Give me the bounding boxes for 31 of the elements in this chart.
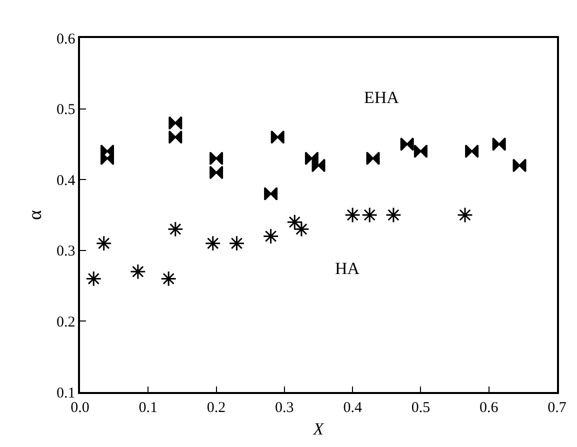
point <box>386 207 402 223</box>
point <box>362 207 378 223</box>
x-tick-label: 0.3 <box>275 400 294 416</box>
x-tick-label: 0.4 <box>343 400 362 416</box>
point <box>262 228 279 244</box>
point <box>167 221 184 238</box>
point <box>344 207 361 223</box>
point <box>286 214 303 230</box>
x-tick-label: 0.7 <box>548 400 567 416</box>
y-tick-label: 0.3 <box>56 244 76 260</box>
point <box>160 270 177 287</box>
x-axis-title: X <box>312 420 324 439</box>
y-tick-label: 0.1 <box>56 385 76 402</box>
text: HA <box>335 259 360 278</box>
point <box>130 264 146 280</box>
point <box>228 235 245 252</box>
y-tick-label: 0.4 <box>56 172 76 189</box>
x-tick-label: 0.1 <box>138 400 158 416</box>
y-tick-label: 0.6 <box>56 31 76 48</box>
point <box>294 221 310 238</box>
point <box>86 270 102 287</box>
x-tick-label: 0.0 <box>70 400 90 416</box>
point <box>457 207 473 223</box>
x-tick-label: 0.5 <box>411 400 430 416</box>
point <box>204 235 221 252</box>
y-tick-label: 0.2 <box>56 314 76 330</box>
y-tick-label: 0.5 <box>56 102 76 118</box>
y-axis-title: α <box>24 210 46 220</box>
point <box>96 235 112 252</box>
x-tick-label: 0.2 <box>206 400 226 416</box>
x-tick-label: 0.6 <box>479 400 499 416</box>
